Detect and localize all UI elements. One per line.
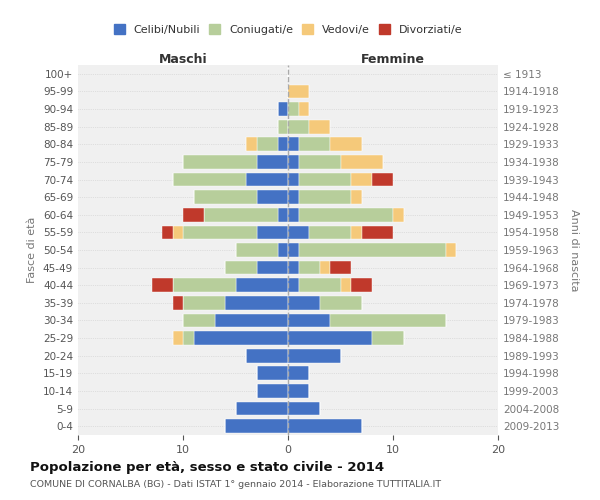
Bar	[299, 208, 393, 222]
Bar	[320, 260, 330, 274]
Bar	[288, 349, 341, 362]
Bar	[204, 208, 277, 222]
Bar	[288, 331, 372, 345]
Bar	[330, 260, 351, 274]
Bar	[351, 172, 372, 186]
Bar	[288, 260, 299, 274]
Bar	[341, 278, 351, 292]
Bar	[277, 120, 288, 134]
Bar	[288, 420, 361, 433]
Bar	[151, 278, 173, 292]
Bar	[183, 208, 204, 222]
Bar	[288, 120, 309, 134]
Bar	[173, 278, 235, 292]
Bar	[288, 243, 299, 257]
Bar	[299, 172, 351, 186]
Bar	[299, 243, 445, 257]
Bar	[235, 243, 277, 257]
Bar	[277, 208, 288, 222]
Bar	[288, 84, 309, 98]
Bar	[193, 190, 257, 204]
Bar	[225, 260, 257, 274]
Bar	[372, 172, 393, 186]
Bar	[372, 331, 404, 345]
Bar	[225, 420, 288, 433]
Bar	[183, 155, 257, 169]
Text: Femmine: Femmine	[361, 53, 425, 66]
Bar	[351, 278, 372, 292]
Bar	[288, 172, 299, 186]
Bar	[257, 366, 288, 380]
Bar	[299, 278, 341, 292]
Bar	[235, 278, 288, 292]
Bar	[299, 138, 330, 151]
Bar	[288, 366, 309, 380]
Bar	[246, 138, 257, 151]
Bar	[277, 102, 288, 116]
Bar	[309, 120, 330, 134]
Bar	[288, 102, 299, 116]
Bar	[173, 226, 183, 239]
Bar	[235, 402, 288, 415]
Bar	[341, 155, 383, 169]
Bar	[288, 402, 320, 415]
Text: Popolazione per età, sesso e stato civile - 2014: Popolazione per età, sesso e stato civil…	[30, 462, 384, 474]
Bar	[288, 296, 320, 310]
Text: COMUNE DI CORNALBA (BG) - Dati ISTAT 1° gennaio 2014 - Elaborazione TUTTITALIA.I: COMUNE DI CORNALBA (BG) - Dati ISTAT 1° …	[30, 480, 441, 489]
Bar	[215, 314, 288, 328]
Text: Maschi: Maschi	[158, 53, 208, 66]
Bar	[299, 260, 320, 274]
Bar	[299, 102, 309, 116]
Bar	[193, 331, 288, 345]
Bar	[173, 172, 246, 186]
Bar	[330, 138, 361, 151]
Bar	[183, 296, 225, 310]
Bar	[288, 278, 299, 292]
Bar	[277, 138, 288, 151]
Bar	[173, 296, 183, 310]
Bar	[309, 226, 351, 239]
Bar	[299, 155, 341, 169]
Bar	[246, 172, 288, 186]
Bar	[351, 226, 361, 239]
Bar	[351, 190, 361, 204]
Bar	[257, 190, 288, 204]
Bar	[288, 138, 299, 151]
Bar	[246, 349, 288, 362]
Bar	[288, 384, 309, 398]
Bar	[393, 208, 404, 222]
Y-axis label: Fasce di età: Fasce di età	[28, 217, 37, 283]
Bar	[183, 331, 193, 345]
Bar	[257, 260, 288, 274]
Bar	[257, 226, 288, 239]
Bar	[257, 155, 288, 169]
Bar	[320, 296, 361, 310]
Y-axis label: Anni di nascita: Anni di nascita	[569, 209, 579, 291]
Bar	[330, 314, 445, 328]
Bar	[257, 138, 277, 151]
Bar	[361, 226, 393, 239]
Bar	[288, 155, 299, 169]
Bar	[288, 208, 299, 222]
Bar	[183, 226, 257, 239]
Bar	[162, 226, 173, 239]
Bar	[225, 296, 288, 310]
Bar	[173, 331, 183, 345]
Bar	[257, 384, 288, 398]
Bar	[277, 243, 288, 257]
Bar	[288, 314, 330, 328]
Bar	[288, 190, 299, 204]
Legend: Celibi/Nubili, Coniugati/e, Vedovi/e, Divorziati/e: Celibi/Nubili, Coniugati/e, Vedovi/e, Di…	[110, 20, 466, 38]
Bar	[183, 314, 215, 328]
Bar	[299, 190, 351, 204]
Bar	[288, 226, 309, 239]
Bar	[445, 243, 456, 257]
